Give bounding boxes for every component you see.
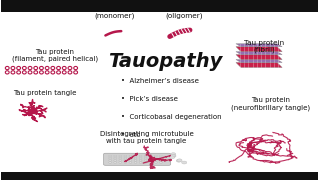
Circle shape [109, 162, 112, 163]
Circle shape [129, 162, 132, 163]
Circle shape [154, 162, 157, 163]
Circle shape [124, 155, 127, 157]
Text: Tau protein
(oligomer): Tau protein (oligomer) [164, 5, 205, 19]
Circle shape [182, 161, 187, 164]
Circle shape [124, 162, 127, 163]
Polygon shape [236, 44, 282, 47]
FancyBboxPatch shape [1, 0, 318, 12]
Circle shape [119, 155, 122, 157]
Circle shape [149, 162, 152, 163]
Polygon shape [236, 52, 282, 55]
Circle shape [109, 159, 112, 161]
Circle shape [119, 159, 122, 161]
Text: •  Pick’s disease: • Pick’s disease [121, 96, 178, 102]
Polygon shape [236, 62, 282, 68]
Polygon shape [236, 47, 282, 52]
Circle shape [154, 157, 157, 159]
Circle shape [159, 159, 162, 161]
Circle shape [159, 162, 162, 163]
Circle shape [159, 155, 162, 157]
Circle shape [129, 157, 132, 159]
Circle shape [109, 157, 112, 159]
Circle shape [149, 159, 152, 161]
FancyBboxPatch shape [104, 153, 171, 165]
Circle shape [139, 155, 142, 157]
Circle shape [114, 162, 117, 163]
Circle shape [171, 155, 176, 158]
Polygon shape [236, 55, 282, 60]
Circle shape [144, 159, 147, 161]
Circle shape [159, 157, 162, 159]
Text: •  Corticobasal degeneration: • Corticobasal degeneration [121, 114, 222, 120]
Circle shape [144, 155, 147, 157]
Circle shape [139, 159, 142, 161]
Circle shape [177, 159, 182, 162]
Text: •  etc: • etc [121, 132, 140, 138]
Circle shape [124, 159, 127, 161]
Circle shape [134, 162, 137, 163]
Text: Tauopathy: Tauopathy [108, 52, 223, 71]
Circle shape [171, 153, 176, 156]
Circle shape [134, 155, 137, 157]
Circle shape [114, 155, 117, 157]
Circle shape [144, 162, 147, 163]
Circle shape [114, 157, 117, 159]
Circle shape [139, 157, 142, 159]
Circle shape [119, 162, 122, 163]
Circle shape [119, 157, 122, 159]
Circle shape [176, 159, 181, 162]
Text: •  Alzheimer’s disease: • Alzheimer’s disease [121, 78, 199, 84]
Circle shape [154, 159, 157, 161]
Text: Disintegrating microtubule
with tau protein tangle: Disintegrating microtubule with tau prot… [100, 131, 194, 144]
Text: Tau protein
(filament, paired helical): Tau protein (filament, paired helical) [12, 49, 98, 62]
Text: Tau protein
(fibril): Tau protein (fibril) [244, 40, 284, 53]
Circle shape [114, 159, 117, 161]
Circle shape [170, 154, 175, 157]
Circle shape [149, 157, 152, 159]
Text: Tau protein
(neurofibrillary tangle): Tau protein (neurofibrillary tangle) [231, 97, 310, 111]
Circle shape [129, 155, 132, 157]
Circle shape [170, 156, 175, 159]
Text: Tau protein
(monomer): Tau protein (monomer) [95, 5, 135, 19]
Circle shape [129, 159, 132, 161]
Circle shape [134, 159, 137, 161]
Circle shape [134, 157, 137, 159]
Circle shape [124, 157, 127, 159]
Polygon shape [236, 60, 282, 62]
FancyBboxPatch shape [1, 172, 318, 180]
Circle shape [154, 155, 157, 157]
Circle shape [139, 162, 142, 163]
Circle shape [144, 157, 147, 159]
Circle shape [149, 155, 152, 157]
Text: Tau protein tangle: Tau protein tangle [13, 90, 77, 96]
Circle shape [109, 155, 112, 157]
